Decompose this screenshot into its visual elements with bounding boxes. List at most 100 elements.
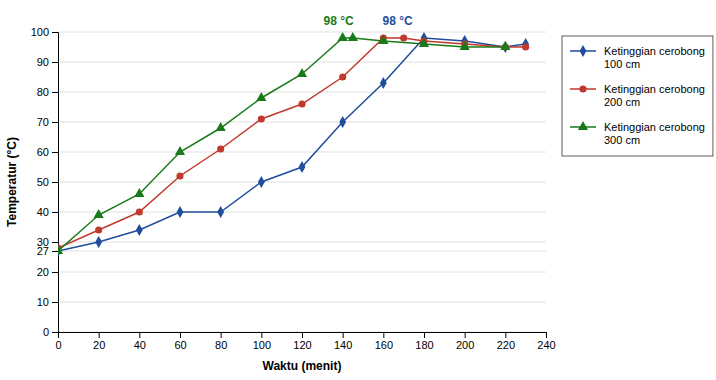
y-axis-title: Temperatur (°C) bbox=[5, 137, 19, 227]
tick: 30 bbox=[37, 236, 58, 248]
tick-label: 80 bbox=[37, 86, 49, 98]
tick-label: 30 bbox=[37, 236, 49, 248]
point bbox=[348, 32, 358, 41]
point bbox=[522, 43, 529, 50]
tick-label: 90 bbox=[37, 56, 49, 68]
legend-entry: Ketinggian cerobong300 cm bbox=[570, 121, 705, 146]
point bbox=[176, 172, 183, 179]
tick-mark bbox=[52, 32, 58, 33]
tick-label: 60 bbox=[37, 146, 49, 158]
tick-mark bbox=[52, 182, 58, 183]
point bbox=[500, 41, 510, 50]
annotation: 98 °C bbox=[324, 14, 354, 28]
tick-label: 40 bbox=[37, 206, 49, 218]
tick-mark bbox=[52, 152, 58, 153]
x-axis-title: Waktu (menit) bbox=[263, 359, 342, 373]
point bbox=[460, 41, 470, 50]
point bbox=[175, 146, 185, 155]
point bbox=[338, 32, 348, 41]
tick-mark bbox=[52, 62, 58, 63]
point bbox=[400, 34, 407, 41]
series-line bbox=[58, 38, 526, 251]
tick-mark bbox=[52, 212, 58, 213]
point bbox=[258, 176, 265, 188]
legend-entry: Ketinggian cerobong200 cm bbox=[570, 83, 705, 108]
tick-label: 70 bbox=[37, 116, 49, 128]
tick: 20 bbox=[93, 332, 105, 351]
axis-line bbox=[52, 33, 59, 333]
point bbox=[95, 226, 102, 233]
point bbox=[299, 161, 306, 173]
tick: 140 bbox=[334, 332, 352, 351]
tick-mark bbox=[52, 251, 58, 252]
tick-mark bbox=[52, 242, 58, 243]
chart: 0204060801001201401601802002202400102027… bbox=[0, 0, 716, 380]
x-axis: 020406080100120140160180200220240 bbox=[55, 332, 555, 351]
point bbox=[136, 208, 143, 215]
point bbox=[380, 77, 387, 89]
tick-label: 50 bbox=[37, 176, 49, 188]
tick: 60 bbox=[37, 146, 58, 158]
tick-label: 140 bbox=[334, 339, 352, 351]
tick: 80 bbox=[37, 86, 58, 98]
annotation: 98 °C bbox=[382, 14, 412, 28]
grid bbox=[58, 32, 546, 332]
point bbox=[216, 122, 226, 131]
tick-label: 60 bbox=[174, 339, 186, 351]
plot: 0204060801001201401601802002202400102027… bbox=[31, 14, 556, 351]
point bbox=[378, 35, 388, 44]
point bbox=[298, 100, 305, 107]
tick: 50 bbox=[37, 176, 58, 188]
tick: 60 bbox=[174, 332, 186, 351]
tick-mark bbox=[52, 122, 58, 123]
tick-mark bbox=[465, 332, 466, 338]
point bbox=[134, 188, 144, 197]
marks bbox=[58, 32, 529, 257]
tick: 70 bbox=[37, 116, 58, 128]
point bbox=[256, 92, 266, 101]
axis-line bbox=[59, 333, 547, 339]
y-axis: 010202730405060708090100 bbox=[31, 26, 59, 338]
point bbox=[217, 206, 224, 218]
tick-label: 120 bbox=[293, 339, 311, 351]
tick-mark bbox=[343, 332, 344, 338]
legend-marker bbox=[578, 121, 588, 130]
grid-line bbox=[58, 302, 546, 303]
point bbox=[94, 209, 104, 218]
tick-mark bbox=[261, 332, 262, 338]
tick: 200 bbox=[456, 332, 474, 351]
point bbox=[258, 115, 265, 122]
tick: 220 bbox=[497, 332, 515, 351]
tick: 180 bbox=[415, 332, 433, 351]
grid-line bbox=[58, 62, 546, 63]
tick-mark bbox=[139, 332, 140, 338]
tick-mark bbox=[424, 332, 425, 338]
tick-label: 220 bbox=[497, 339, 515, 351]
legend-label: Ketinggian cerobong200 cm bbox=[604, 83, 705, 108]
tick: 120 bbox=[293, 332, 311, 351]
tick-mark bbox=[221, 332, 222, 338]
point bbox=[177, 206, 184, 218]
grid-line bbox=[58, 251, 546, 252]
tick-label: 180 bbox=[415, 339, 433, 351]
point bbox=[419, 38, 429, 47]
point bbox=[95, 236, 102, 248]
tick-label: 0 bbox=[55, 339, 61, 351]
tick-mark bbox=[505, 332, 506, 338]
tick: 40 bbox=[37, 206, 58, 218]
tick-mark bbox=[383, 332, 384, 338]
tick-label: 20 bbox=[93, 339, 105, 351]
legend-marker bbox=[580, 45, 587, 57]
tick-label: 160 bbox=[375, 339, 393, 351]
point bbox=[217, 145, 224, 152]
tick-mark bbox=[52, 272, 58, 273]
tick: 240 bbox=[537, 332, 555, 351]
grid-line bbox=[58, 152, 546, 153]
tick-label: 0 bbox=[43, 326, 49, 338]
tick: 20 bbox=[37, 266, 58, 278]
grid-line bbox=[58, 122, 546, 123]
legend-label: Ketinggian cerobong300 cm bbox=[604, 121, 705, 146]
tick-label: 200 bbox=[456, 339, 474, 351]
tick-label: 10 bbox=[37, 296, 49, 308]
tick-label: 40 bbox=[134, 339, 146, 351]
